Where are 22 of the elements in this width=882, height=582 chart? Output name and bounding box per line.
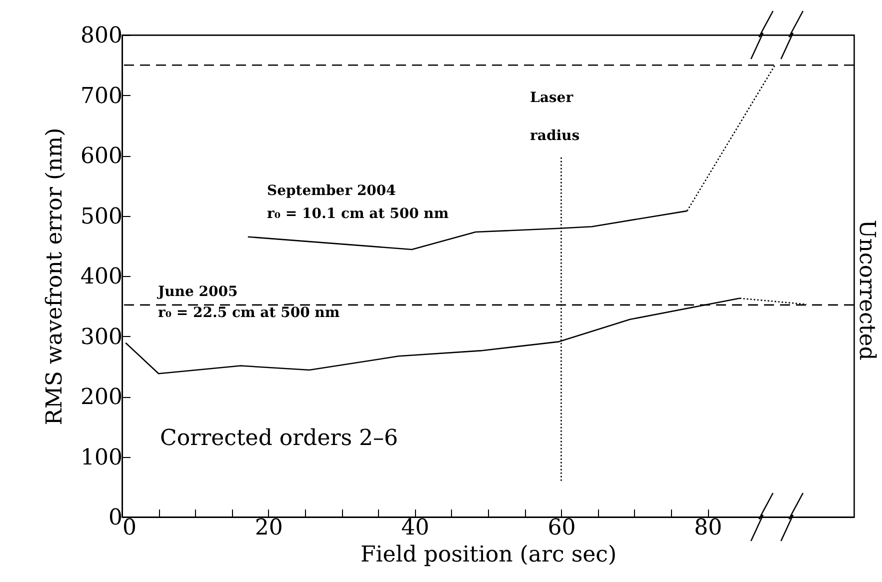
annotation: June 2005 <box>156 284 238 300</box>
x-axis-title: Field position (arc sec) <box>360 542 617 568</box>
annotation: radius <box>530 128 580 144</box>
y-axis-title: RMS wavefront error (nm) <box>42 128 68 426</box>
x-tick-label: 20 <box>254 516 283 540</box>
annotation: Corrected orders 2–6 <box>160 426 398 451</box>
y-tick-label: 500 <box>80 204 122 230</box>
annotation: r₀ = 22.5 cm at 500 nm <box>158 305 340 321</box>
y-tick-label: 100 <box>80 445 122 470</box>
y-tick-label: 400 <box>80 264 122 290</box>
annotation: Uncorrected <box>854 220 879 360</box>
y-tick-label: 200 <box>80 385 122 410</box>
annotation: r₀ = 10.1 cm at 500 nm <box>267 206 449 222</box>
y-tick-label: 700 <box>80 84 122 109</box>
annotation: September 2004 <box>267 183 396 199</box>
y-tick-label: 600 <box>80 144 122 169</box>
annotation: Laser <box>530 90 574 106</box>
y-tick-label: 800 <box>80 24 122 48</box>
x-tick-label: 40 <box>401 516 430 540</box>
y-tick-label: 300 <box>80 324 122 350</box>
x-tick-label: 80 <box>694 516 722 540</box>
x-tick-label: 60 <box>548 516 576 540</box>
